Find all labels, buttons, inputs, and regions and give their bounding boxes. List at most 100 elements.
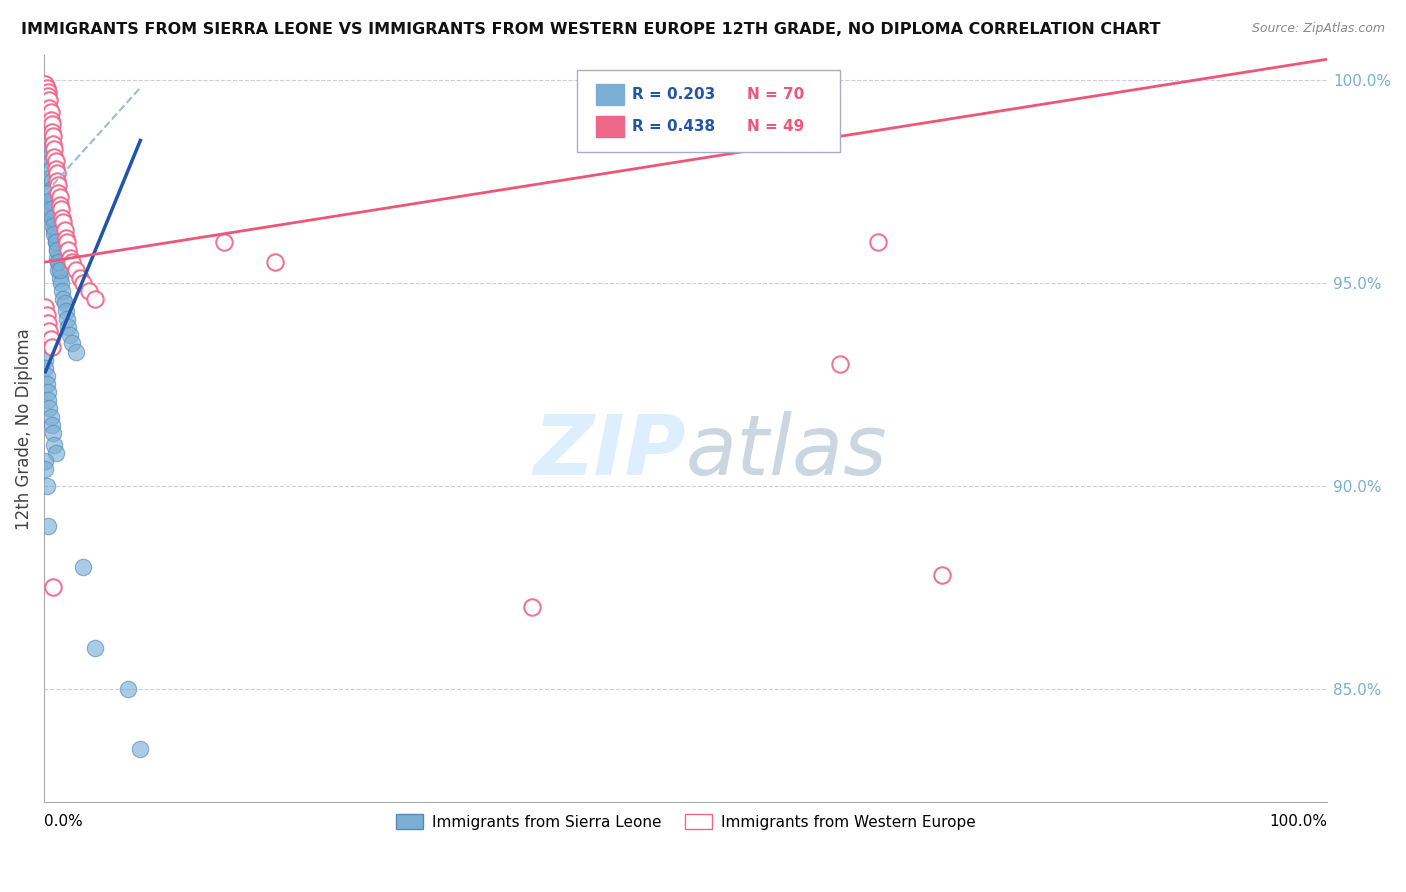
Point — [48, 271, 70, 285]
Point — [58, 243, 80, 257]
Point — [46, 243, 69, 257]
Point — [46, 255, 69, 269]
Point — [48, 198, 70, 212]
Point — [38, 401, 60, 416]
Text: atlas: atlas — [686, 410, 887, 491]
Point — [34, 462, 56, 476]
Point — [38, 324, 60, 338]
Point — [34, 77, 56, 91]
Point — [39, 153, 62, 168]
Point — [37, 393, 59, 408]
Point — [49, 202, 72, 217]
Point — [49, 276, 72, 290]
Point — [45, 231, 67, 245]
Point — [53, 295, 76, 310]
Text: R = 0.203: R = 0.203 — [631, 87, 716, 103]
Point — [72, 276, 94, 290]
Point — [34, 85, 56, 99]
Point — [65, 263, 87, 277]
Point — [37, 316, 59, 330]
Point — [45, 446, 67, 460]
Point — [39, 332, 62, 346]
Point — [520, 600, 543, 615]
Point — [34, 300, 56, 314]
Point — [37, 88, 59, 103]
Point — [42, 580, 65, 594]
Legend: Immigrants from Sierra Leone, Immigrants from Western Europe: Immigrants from Sierra Leone, Immigrants… — [389, 807, 983, 836]
Point — [46, 186, 69, 201]
Y-axis label: 12th Grade, No Diploma: 12th Grade, No Diploma — [15, 328, 32, 530]
Point — [44, 214, 66, 228]
Point — [48, 263, 70, 277]
Point — [84, 640, 107, 655]
Point — [264, 255, 287, 269]
Point — [37, 385, 59, 400]
Point — [42, 219, 65, 233]
Point — [46, 243, 69, 257]
Point — [42, 202, 65, 217]
Point — [44, 227, 66, 241]
Point — [37, 125, 59, 139]
Point — [38, 137, 60, 152]
Point — [39, 105, 62, 120]
Point — [60, 255, 83, 269]
Point — [35, 105, 58, 120]
Point — [37, 117, 59, 131]
Point — [59, 328, 82, 343]
Point — [46, 166, 69, 180]
Point — [58, 320, 80, 334]
Point — [52, 214, 75, 228]
Point — [39, 169, 62, 184]
Point — [38, 93, 60, 107]
Point — [45, 235, 67, 249]
Point — [44, 223, 66, 237]
Point — [45, 153, 67, 168]
Point — [52, 292, 75, 306]
Point — [35, 478, 58, 492]
Point — [44, 150, 66, 164]
Point — [35, 80, 58, 95]
Point — [34, 352, 56, 367]
Point — [59, 251, 82, 265]
Point — [38, 150, 60, 164]
Point — [46, 255, 69, 269]
Point — [60, 336, 83, 351]
Point — [53, 223, 76, 237]
Point — [39, 202, 62, 217]
Bar — [596, 116, 624, 137]
Point — [51, 211, 73, 225]
Point — [42, 425, 65, 440]
Text: 100.0%: 100.0% — [1270, 814, 1327, 830]
Point — [39, 161, 62, 176]
Point — [46, 174, 69, 188]
Point — [38, 101, 60, 115]
Point — [37, 85, 59, 99]
Point — [42, 129, 65, 144]
Point — [868, 235, 890, 249]
Text: Source: ZipAtlas.com: Source: ZipAtlas.com — [1251, 22, 1385, 36]
Point — [48, 190, 70, 204]
Point — [35, 96, 58, 111]
Point — [129, 742, 152, 756]
Point — [37, 186, 59, 201]
Point — [41, 211, 63, 225]
Point — [39, 113, 62, 128]
Point — [56, 235, 79, 249]
Point — [117, 681, 139, 696]
Point — [45, 161, 67, 176]
Point — [44, 142, 66, 156]
Point — [55, 304, 77, 318]
Point — [35, 377, 58, 392]
Point — [41, 117, 63, 131]
Point — [51, 284, 73, 298]
Point — [828, 357, 851, 371]
Point — [37, 519, 59, 533]
Point — [41, 174, 63, 188]
Text: ZIP: ZIP — [533, 410, 686, 491]
Text: 0.0%: 0.0% — [44, 814, 83, 830]
Point — [34, 360, 56, 375]
Bar — [596, 84, 624, 105]
Point — [38, 142, 60, 156]
Point — [35, 88, 58, 103]
Point — [41, 125, 63, 139]
